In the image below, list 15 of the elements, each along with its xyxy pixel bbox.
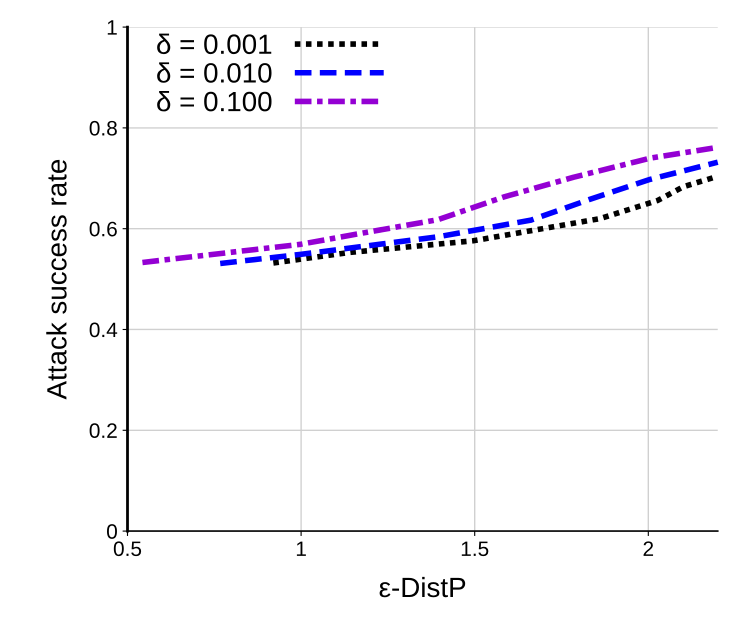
y-tick-label: 0 xyxy=(107,524,117,539)
x-tick-label: 2 xyxy=(644,541,654,556)
legend-label: δ = 0.100 xyxy=(157,91,272,112)
legend-label: δ = 0.010 xyxy=(157,62,272,83)
y-axis-title: Attack success rate xyxy=(46,160,67,400)
x-tick-label: 0.5 xyxy=(114,541,142,556)
x-axis-title: ε-DistP xyxy=(380,576,466,598)
x-tick-label: 1.5 xyxy=(462,542,488,556)
y-tick-label: 0.4 xyxy=(90,322,118,338)
y-tick-label: 1 xyxy=(108,20,117,35)
x-tick-label: 1 xyxy=(296,542,306,556)
legend-label: δ = 0.001 xyxy=(157,34,272,54)
y-tick-label: 0.8 xyxy=(90,120,117,136)
y-tick-label: 0.6 xyxy=(90,222,117,236)
y-tick-label: 0.2 xyxy=(90,423,117,438)
